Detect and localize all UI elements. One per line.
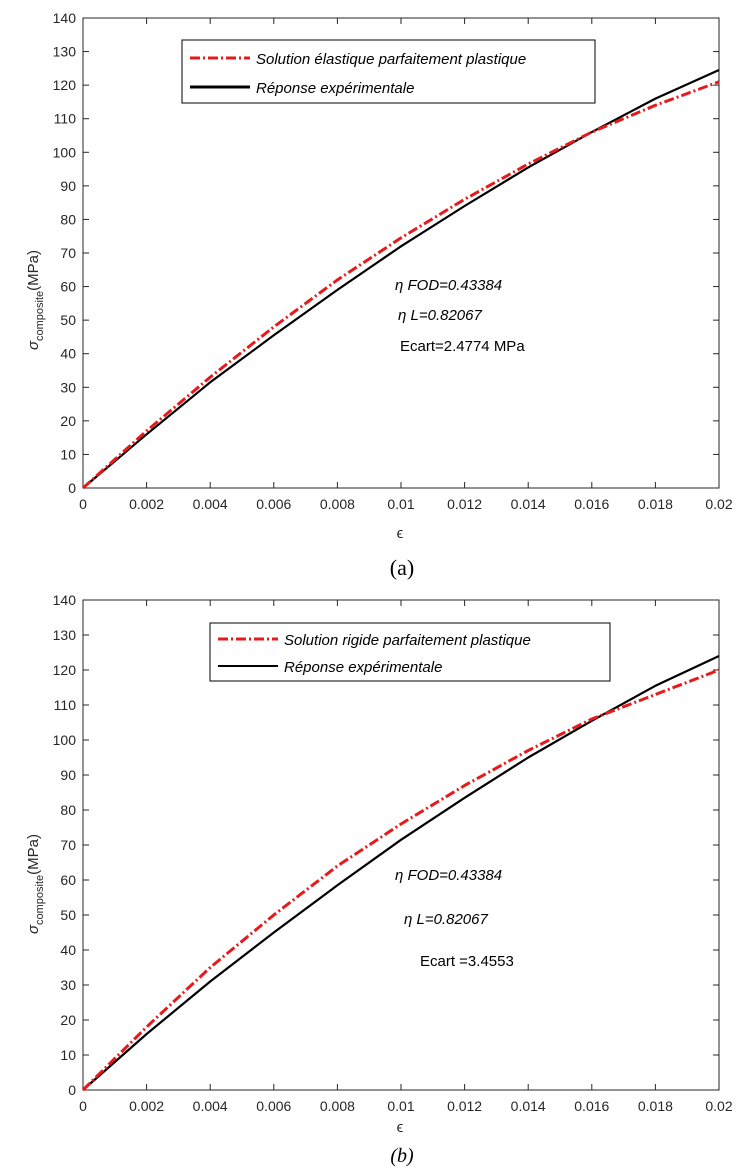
y-label-symbol: σ <box>25 340 42 350</box>
x-tick-label: 0.01 <box>387 496 414 512</box>
y-tick-label: 20 <box>60 413 76 429</box>
x-tick-label: 0.016 <box>574 1098 609 1114</box>
x-tick-label: 0.02 <box>705 496 732 512</box>
x-tick-label: 0.014 <box>511 496 546 512</box>
y-tick-label: 90 <box>60 178 76 194</box>
y-tick-label: 100 <box>53 732 77 748</box>
y-tick-label: 80 <box>60 802 76 818</box>
x-tick-label: 0.004 <box>193 496 228 512</box>
series-lines <box>81 655 720 1092</box>
y-label-subscript: composite <box>34 875 46 925</box>
x-tick-label: 0 <box>79 496 87 512</box>
y-tick-label: 30 <box>60 977 76 993</box>
x-tick-label: 0.008 <box>320 496 355 512</box>
x-tick-label: 0.004 <box>193 1098 228 1114</box>
y-label-symbol: σ <box>25 924 42 934</box>
x-tick-label: 0.008 <box>320 1098 355 1114</box>
y-tick-label: 30 <box>60 379 76 395</box>
caption-a: (a) <box>390 555 414 580</box>
y-tick-label: 80 <box>60 211 76 227</box>
x-tick-label: 0.014 <box>511 1098 546 1114</box>
y-tick-label: 120 <box>53 77 77 93</box>
y-tick-label: 10 <box>60 1047 76 1063</box>
series-line-model <box>81 80 720 490</box>
ticks: 0 0.002 0.004 0.006 0.008 0.01 0.012 0.014 0.016… <box>53 10 733 512</box>
x-axis-label: ϵ <box>397 525 404 542</box>
x-tick-label: 0.016 <box>574 496 609 512</box>
legend-box <box>209 622 611 682</box>
legend: Solution rigide parfaitement plastique R… <box>209 622 611 682</box>
y-tick-label: 60 <box>60 872 76 888</box>
x-tick-label: 0.006 <box>256 1098 291 1114</box>
legend: Solution élastique parfaitement plastiqu… <box>181 39 596 104</box>
y-tick-label: 130 <box>53 627 77 643</box>
y-tick-label: 40 <box>60 346 76 362</box>
y-tick-label: 0 <box>68 480 76 496</box>
y-label-unit: (MPa) <box>25 834 42 875</box>
y-label-unit: (MPa) <box>25 250 42 291</box>
x-tick-label: 0.018 <box>638 496 673 512</box>
y-tick-label: 120 <box>53 662 77 678</box>
x-tick-label: 0.02 <box>705 1098 732 1114</box>
figure-b: 0 0.002 0.004 0.006 0.008 0.01 0.012 0.014 0.016… <box>0 584 737 1168</box>
y-tick-label: 70 <box>60 245 76 261</box>
x-tick-label: 0 <box>79 1098 87 1114</box>
y-tick-label: 40 <box>60 942 76 958</box>
y-axis-label: σcomposite(MPa) <box>25 250 46 350</box>
x-tick-label: 0.012 <box>447 1098 482 1114</box>
y-tick-label: 50 <box>60 312 76 328</box>
caption-b: (b) <box>390 1145 414 1167</box>
figure-a: 0 0.002 0.004 0.006 0.008 0.01 0.012 0.014 0.016… <box>0 0 737 580</box>
y-tick-label: 100 <box>53 144 77 160</box>
x-tick-label: 0.002 <box>129 496 164 512</box>
annotation-block: η FOD=0.43384 η L=0.82067 Ecart=2.4774 M… <box>395 277 525 355</box>
y-tick-label: 60 <box>60 279 76 295</box>
series-line-experimental <box>82 655 720 1091</box>
svg-text:σcomposite(MPa): σcomposite(MPa) <box>25 834 46 934</box>
x-tick-label: 0.006 <box>256 496 291 512</box>
annotation-eta-fod: η FOD=0.43384 <box>395 277 502 294</box>
y-tick-label: 110 <box>54 697 77 713</box>
legend-label-series-1: Solution rigide parfaitement plastique <box>284 632 531 649</box>
x-tick-label: 0.018 <box>638 1098 673 1114</box>
x-axis-label: ϵ <box>397 1119 404 1136</box>
y-tick-label: 50 <box>60 907 76 923</box>
y-tick-label: 140 <box>53 10 77 26</box>
legend-label-series-2: Réponse expérimentale <box>256 80 414 97</box>
x-tick-label: 0.01 <box>387 1098 414 1114</box>
annotation-block: η FOD=0.43384 η L=0.82067 Ecart =3.4553 <box>395 867 514 970</box>
y-tick-label: 90 <box>60 767 76 783</box>
annotation-ecart: Ecart =3.4553 <box>420 953 514 970</box>
y-axis-label: σcomposite(MPa) <box>25 834 46 934</box>
svg-text:σcomposite(MPa): σcomposite(MPa) <box>25 250 46 350</box>
series-lines <box>81 68 720 490</box>
y-tick-label: 0 <box>68 1082 76 1098</box>
annotation-eta-fod: η FOD=0.43384 <box>395 867 502 884</box>
y-tick-label: 140 <box>53 592 77 608</box>
y-tick-label: 10 <box>60 446 76 462</box>
annotation-eta-l: η L=0.82067 <box>398 307 482 324</box>
y-tick-label: 20 <box>60 1012 76 1028</box>
annotation-eta-l: η L=0.82067 <box>404 911 488 928</box>
legend-label-series-1: Solution élastique parfaitement plastiqu… <box>256 51 526 68</box>
chart-b: 0 0.002 0.004 0.006 0.008 0.01 0.012 0.014 0.016… <box>25 592 733 1167</box>
y-label-subscript: composite <box>34 291 46 341</box>
y-tick-label: 130 <box>53 44 77 60</box>
y-tick-label: 70 <box>60 837 76 853</box>
x-tick-label: 0.002 <box>129 1098 164 1114</box>
chart-a: 0 0.002 0.004 0.006 0.008 0.01 0.012 0.014 0.016… <box>25 10 733 580</box>
legend-box <box>181 39 596 104</box>
series-line-model <box>81 668 720 1092</box>
series-line-experimental <box>82 68 720 489</box>
ticks: 0 0.002 0.004 0.006 0.008 0.01 0.012 0.014 0.016… <box>53 592 733 1114</box>
legend-label-series-2: Réponse expérimentale <box>284 659 442 676</box>
x-tick-label: 0.012 <box>447 496 482 512</box>
annotation-ecart: Ecart=2.4774 MPa <box>400 338 525 355</box>
y-tick-label: 110 <box>54 111 77 127</box>
